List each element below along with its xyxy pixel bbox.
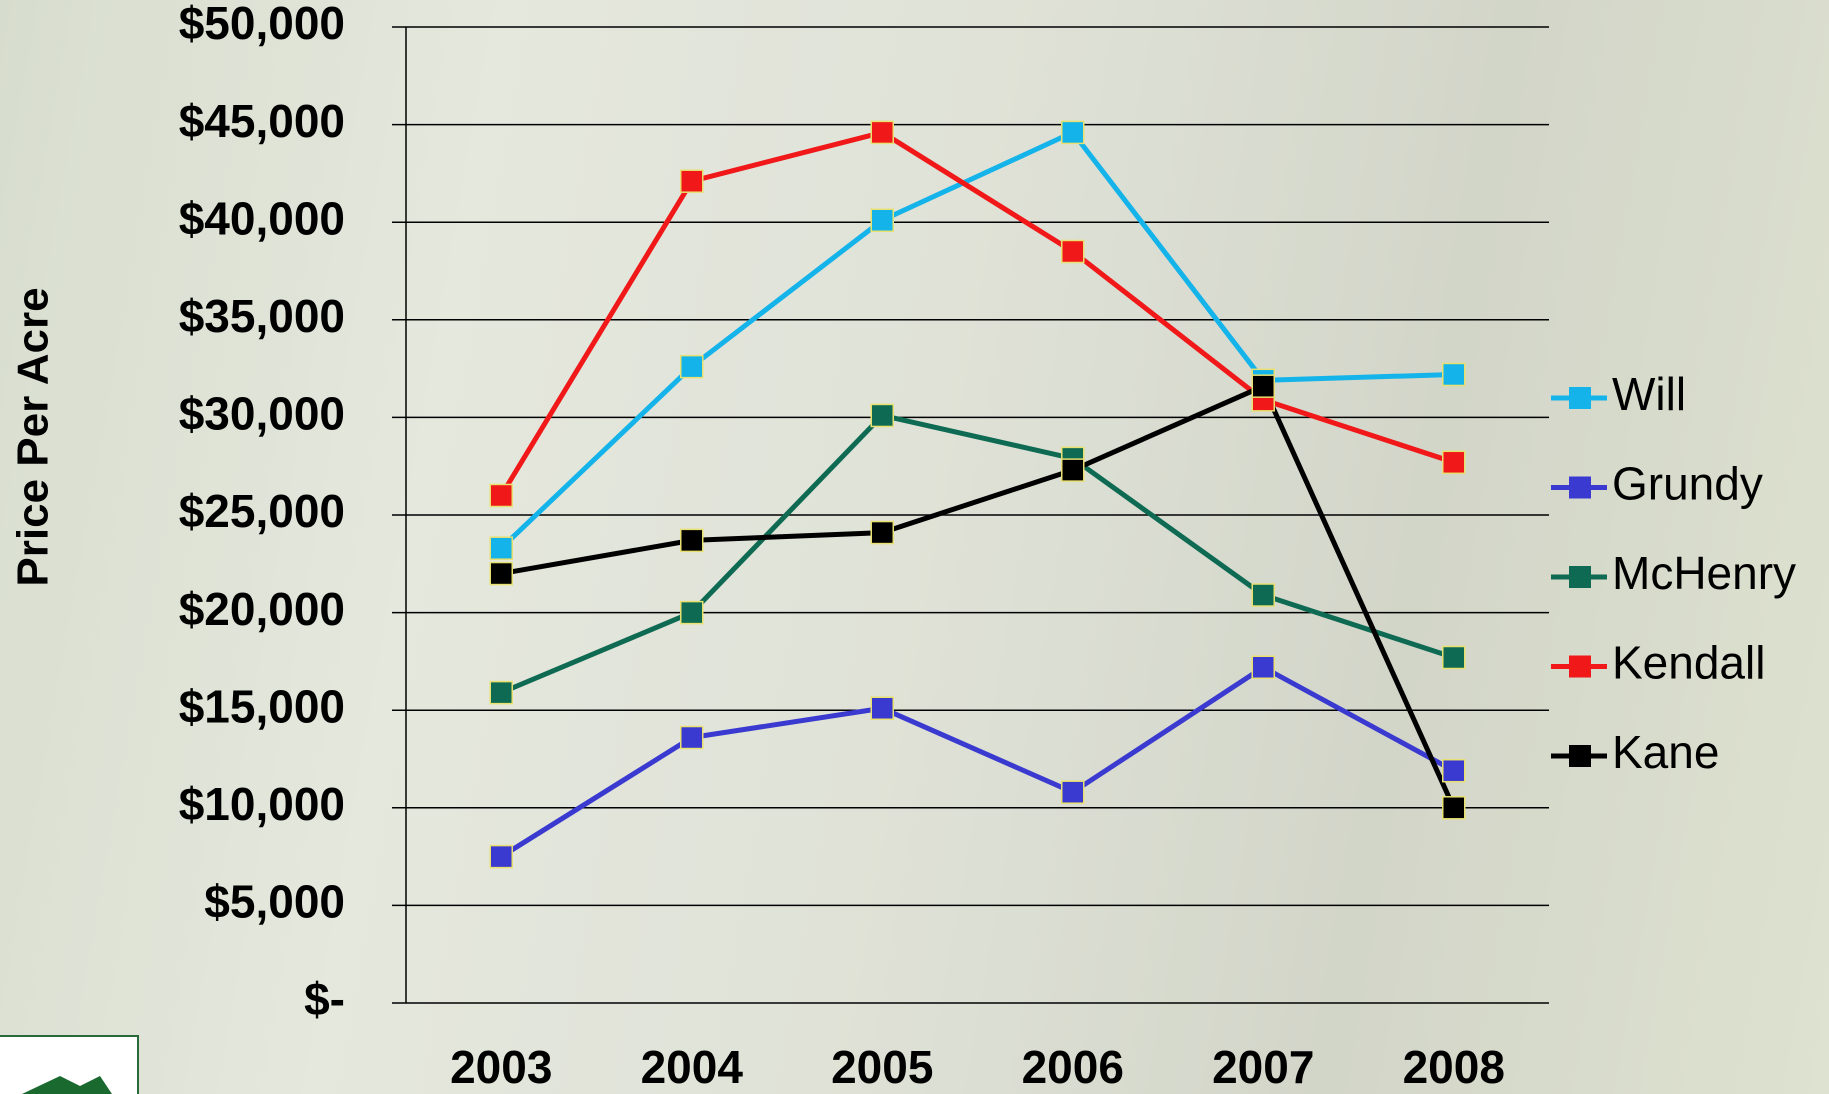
y-tick-label: $40,000 xyxy=(179,192,345,244)
legend-swatch xyxy=(1569,387,1591,409)
marker xyxy=(1442,796,1466,820)
marker xyxy=(680,169,704,193)
marker xyxy=(489,483,513,508)
y-tick-label: $35,000 xyxy=(179,290,345,342)
legend-swatch xyxy=(1569,745,1591,767)
marker xyxy=(1442,758,1466,783)
legend-swatch xyxy=(1569,566,1591,588)
logo xyxy=(0,1035,139,1094)
series-line xyxy=(499,129,1455,497)
marker xyxy=(680,528,704,553)
marker xyxy=(1442,450,1466,475)
y-tick-label: $30,000 xyxy=(179,388,345,440)
y-tick-label: $20,000 xyxy=(179,583,345,635)
marker xyxy=(1061,780,1085,804)
marker xyxy=(1442,645,1466,670)
y-axis-title: Price Per Acre xyxy=(9,287,58,586)
marker xyxy=(1251,655,1275,680)
x-tick-label: 2003 xyxy=(450,1041,552,1093)
marker xyxy=(1061,120,1085,145)
x-tick-label: 2004 xyxy=(641,1041,744,1093)
series-line xyxy=(500,383,1457,809)
legend-label: Kane xyxy=(1612,726,1719,778)
marker xyxy=(870,520,894,545)
marker xyxy=(870,696,894,720)
x-tick-label: 2008 xyxy=(1403,1041,1505,1093)
marker xyxy=(489,680,513,705)
x-tick-label: 2007 xyxy=(1212,1041,1314,1093)
marker xyxy=(489,561,513,586)
y-tick-label: $- xyxy=(304,973,345,1025)
marker xyxy=(1061,458,1085,482)
series-line xyxy=(499,664,1455,859)
marker xyxy=(680,354,704,379)
marker xyxy=(1442,362,1466,387)
y-tick-label: $50,000 xyxy=(179,0,345,49)
y-tick-label: $25,000 xyxy=(179,485,345,537)
y-tick-label: $45,000 xyxy=(179,95,345,147)
logo-mark xyxy=(22,1076,112,1094)
y-tick-label: $15,000 xyxy=(179,680,345,732)
legend-label: Will xyxy=(1612,368,1686,420)
legend-label: McHenry xyxy=(1612,547,1796,599)
series-line xyxy=(500,412,1455,695)
x-tick-label: 2005 xyxy=(831,1041,933,1093)
legend-label: Grundy xyxy=(1612,458,1763,510)
marker xyxy=(680,600,704,625)
marker xyxy=(680,725,704,750)
y-tick-label: $5,000 xyxy=(204,876,345,928)
series-line xyxy=(499,129,1454,550)
legend-swatch xyxy=(1569,476,1591,499)
marker xyxy=(489,844,513,869)
marker xyxy=(870,403,894,428)
legend-swatch xyxy=(1569,655,1591,678)
marker xyxy=(870,208,894,232)
x-tick-label: 2006 xyxy=(1022,1041,1124,1093)
marker xyxy=(1251,374,1275,398)
marker xyxy=(489,536,513,560)
marker xyxy=(1251,583,1275,607)
y-tick-label: $10,000 xyxy=(179,778,345,830)
legend-label: Kendall xyxy=(1612,637,1765,689)
marker xyxy=(1061,239,1085,264)
marker xyxy=(870,120,894,145)
